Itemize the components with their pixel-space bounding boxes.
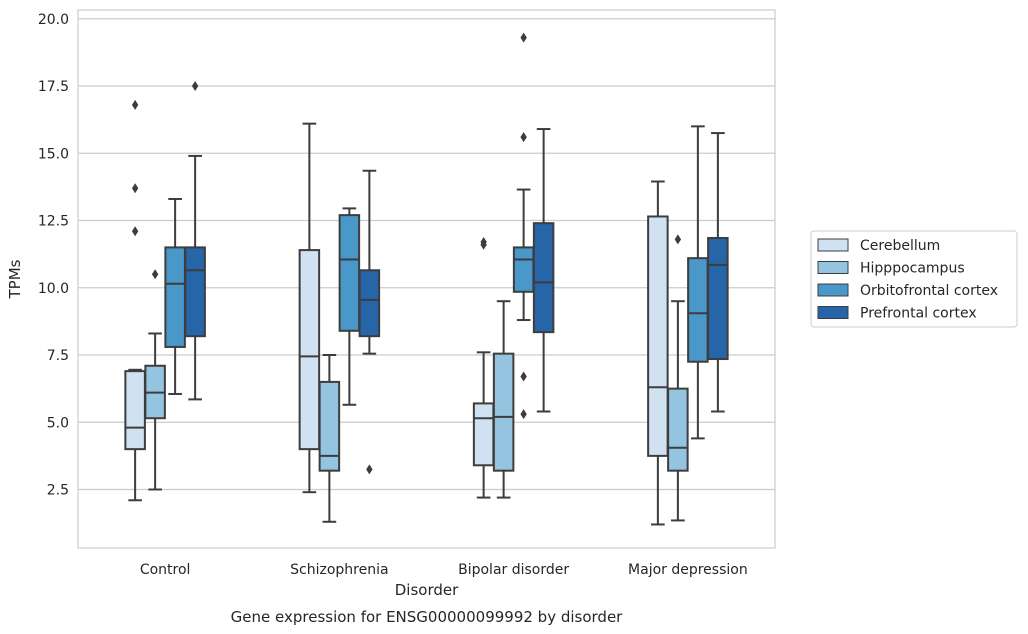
box-iqr — [647, 215, 669, 457]
box-iqr — [667, 387, 689, 472]
legend-swatch — [817, 306, 849, 319]
chart-caption: Gene expression for ENSG00000099992 by d… — [231, 608, 624, 626]
legend-swatch — [817, 283, 849, 297]
box-iqr — [512, 246, 535, 293]
box-iqr — [338, 214, 361, 332]
y-tick-label: 5.0 — [47, 415, 69, 431]
box-hipppocampus-2 — [492, 300, 515, 499]
box-hipppocampus-3 — [667, 234, 689, 522]
box-iqr — [184, 246, 206, 338]
plot-frame — [77, 9, 776, 549]
box-iqr — [164, 246, 186, 348]
outlier-point — [520, 32, 527, 43]
box-prefrontal-cortex-0 — [184, 81, 206, 401]
x-axis-title: Disorder — [395, 581, 459, 599]
y-tick-label: 17.5 — [38, 79, 69, 95]
outlier-point — [131, 183, 139, 194]
y-tick-label: 10.0 — [38, 281, 69, 297]
legend-label: Cerebellum — [860, 238, 940, 254]
outlier-point — [520, 371, 527, 382]
box-orbitofrontal-cortex-1 — [338, 207, 361, 406]
box-prefrontal-cortex-3 — [707, 132, 729, 413]
legend-label: Orbitofrontal cortex — [860, 283, 998, 299]
box-iqr — [472, 402, 495, 467]
box-iqr — [707, 236, 729, 361]
boxes — [124, 32, 729, 526]
legend-swatch — [817, 261, 849, 274]
x-tick-label: Bipolar disorder — [458, 562, 569, 578]
outlier-point — [520, 132, 527, 143]
box-iqr — [124, 370, 146, 451]
outlier-point — [191, 81, 199, 91]
y-tick-labels: 2.5 5.0 7.5 10.0 12.5 15.0 17.5 20.0 — [38, 12, 69, 499]
legend-label: Prefrontal cortex — [860, 306, 977, 322]
legend-label: Hipppocampus — [860, 261, 965, 277]
box-iqr — [298, 249, 321, 451]
y-tick-label: 12.5 — [38, 214, 69, 230]
outlier-point — [480, 237, 487, 248]
box-cerebellum-2 — [472, 237, 495, 499]
outlier-point — [131, 226, 139, 237]
box-prefrontal-cortex-2 — [532, 128, 555, 413]
box-cerebellum-3 — [647, 180, 669, 526]
box-cerebellum-0 — [124, 99, 146, 502]
x-tick-label: Major depression — [628, 562, 748, 578]
box-iqr — [687, 257, 709, 363]
y-tick-label: 20.0 — [38, 12, 69, 28]
box-orbitofrontal-cortex-2 — [512, 32, 535, 420]
legend: Cerebellum Hipppocampus Orbitofrontal cort… — [810, 230, 1018, 328]
y-tick-label: 15.0 — [38, 146, 69, 162]
legend-swatch — [817, 238, 849, 252]
y-tick-label: 2.5 — [47, 483, 69, 499]
box-hipppocampus-0 — [144, 269, 166, 491]
outlier-point — [131, 99, 139, 110]
box-hipppocampus-1 — [318, 354, 341, 523]
box-iqr — [492, 352, 515, 472]
box-iqr — [318, 380, 341, 472]
outlier-point — [366, 464, 373, 475]
x-tick-label: Schizophrenia — [290, 562, 388, 578]
box-iqr — [532, 222, 555, 334]
outlier-point — [520, 409, 527, 420]
legend-frame — [810, 230, 1018, 328]
outlier-point — [151, 269, 159, 280]
box-cerebellum-1 — [298, 122, 321, 494]
x-tick-labels: Control Schizophrenia Bipolar disorder Majo… — [140, 562, 748, 578]
outlier-point — [674, 234, 682, 245]
x-tick-label: Control — [140, 562, 191, 578]
y-axis-title: TPMs — [6, 259, 24, 299]
y-tick-label: 7.5 — [47, 348, 69, 364]
box-iqr — [358, 269, 381, 338]
box-prefrontal-cortex-1 — [358, 169, 381, 475]
